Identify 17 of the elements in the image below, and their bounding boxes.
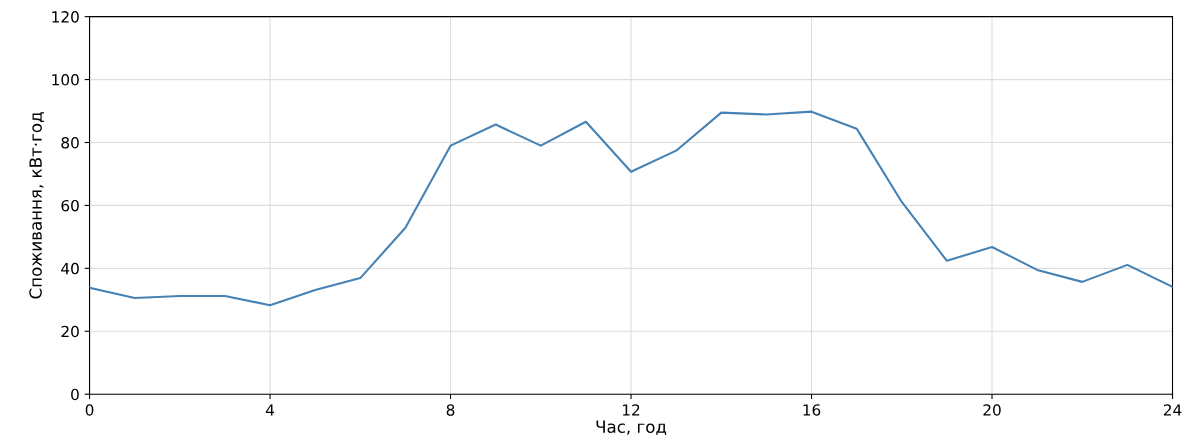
y-tick-label: 80 xyxy=(61,136,79,149)
y-tick-label: 0 xyxy=(71,388,79,401)
y-tick-label: 40 xyxy=(61,262,79,275)
x-tick-label: 12 xyxy=(622,404,640,416)
y-tick-label: 120 xyxy=(52,11,79,23)
y-tick-label: 20 xyxy=(61,325,79,338)
x-tick-label: 4 xyxy=(265,404,275,416)
x-tick-label: 8 xyxy=(446,404,455,416)
y-axis-title: Споживання, кВт·год xyxy=(29,112,44,299)
x-tick-label: 0 xyxy=(85,404,94,416)
line-series xyxy=(89,110,1173,307)
y-tick-label: 60 xyxy=(61,199,79,212)
x-tick-label: 16 xyxy=(803,404,821,416)
x-tick-label: 24 xyxy=(1163,404,1182,416)
x-axis-title: Час, год xyxy=(596,420,667,436)
y-tick-label: 100 xyxy=(52,74,79,86)
x-tick-label: 20 xyxy=(983,404,1001,416)
